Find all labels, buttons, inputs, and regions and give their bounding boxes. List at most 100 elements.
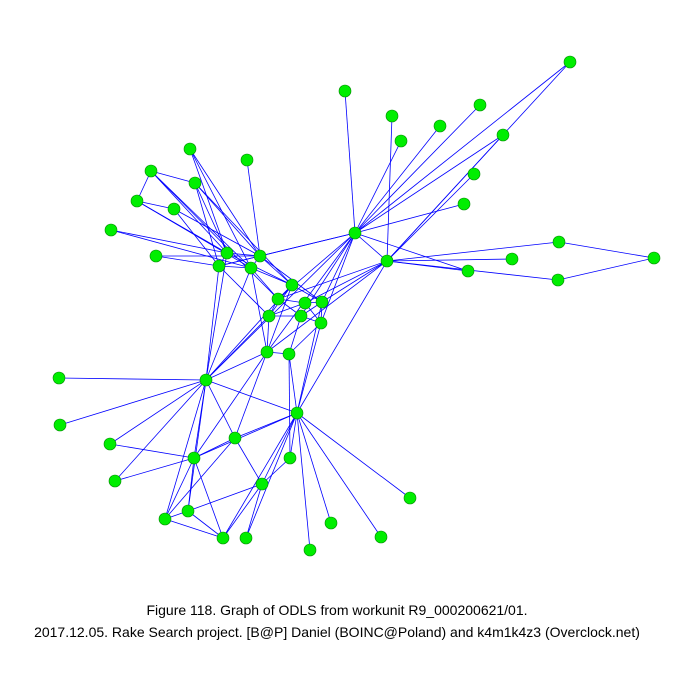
edge <box>173 208 261 257</box>
node <box>104 223 118 237</box>
node <box>324 516 338 530</box>
edge <box>194 182 228 254</box>
node <box>290 406 304 420</box>
node <box>294 309 308 323</box>
node <box>394 134 408 148</box>
node <box>255 477 269 491</box>
edge <box>150 170 252 269</box>
edge <box>245 483 263 539</box>
edge <box>234 437 263 485</box>
node <box>314 316 328 330</box>
edge <box>386 258 513 262</box>
node <box>433 119 447 133</box>
node <box>188 176 202 190</box>
node <box>461 264 475 278</box>
edge <box>558 241 655 259</box>
edge <box>205 351 268 381</box>
edge <box>266 232 356 353</box>
node <box>149 249 163 263</box>
edge <box>304 260 388 304</box>
caption-line: Figure 118. Graph of ODLS from workunit … <box>146 602 527 618</box>
edge <box>110 229 228 254</box>
edge <box>296 260 388 414</box>
edge <box>164 518 224 539</box>
edge <box>354 232 388 262</box>
edge <box>259 255 293 286</box>
node <box>103 437 117 451</box>
edge <box>193 351 268 459</box>
edge <box>261 412 298 485</box>
edge <box>189 148 252 269</box>
node <box>467 167 481 181</box>
node <box>52 371 66 385</box>
node <box>473 98 487 112</box>
edge <box>261 457 291 485</box>
edge <box>155 255 220 267</box>
edge <box>205 232 356 381</box>
edge <box>354 61 571 234</box>
node <box>220 246 234 260</box>
node <box>271 292 285 306</box>
edge <box>193 437 236 459</box>
edge <box>218 265 270 317</box>
edge <box>222 483 263 539</box>
node <box>158 512 172 526</box>
edge <box>205 315 270 381</box>
node <box>183 142 197 156</box>
edge <box>250 267 293 286</box>
nodes <box>52 55 661 557</box>
edge <box>218 232 356 267</box>
node <box>298 296 312 310</box>
edge <box>296 412 411 499</box>
edge <box>194 182 220 267</box>
node <box>282 347 296 361</box>
node <box>283 451 297 465</box>
edge <box>296 412 311 551</box>
edge <box>193 412 298 459</box>
edge <box>277 260 388 300</box>
node <box>551 273 565 287</box>
edge <box>164 379 207 520</box>
edge <box>114 457 195 482</box>
node <box>380 254 394 268</box>
edge <box>187 483 263 512</box>
node <box>260 345 274 359</box>
node <box>285 278 299 292</box>
node <box>244 261 258 275</box>
edge <box>296 412 332 524</box>
edge <box>150 170 279 300</box>
node <box>385 109 399 123</box>
caption-line: 2017.12.05. Rake Search project. [B@P] D… <box>34 624 640 640</box>
edge <box>187 510 224 539</box>
edge <box>205 265 220 381</box>
edge <box>288 315 302 355</box>
edge <box>136 200 175 210</box>
node <box>240 153 254 167</box>
edge <box>557 257 655 281</box>
edge <box>187 457 195 512</box>
edge <box>296 412 382 538</box>
edge <box>164 437 236 520</box>
edge <box>250 267 268 353</box>
node <box>53 418 67 432</box>
edge <box>386 260 469 272</box>
edge <box>164 457 195 520</box>
node <box>253 249 267 263</box>
node <box>338 84 352 98</box>
node <box>315 295 329 309</box>
edge <box>246 159 261 257</box>
node <box>187 451 201 465</box>
edge <box>58 377 207 381</box>
node <box>262 309 276 323</box>
edge <box>386 173 475 262</box>
node <box>108 474 122 488</box>
edge <box>250 267 279 300</box>
edge <box>354 203 465 234</box>
edge <box>354 140 402 234</box>
edge <box>288 353 298 414</box>
edge <box>266 260 388 353</box>
node <box>216 531 230 545</box>
edge <box>222 412 298 539</box>
